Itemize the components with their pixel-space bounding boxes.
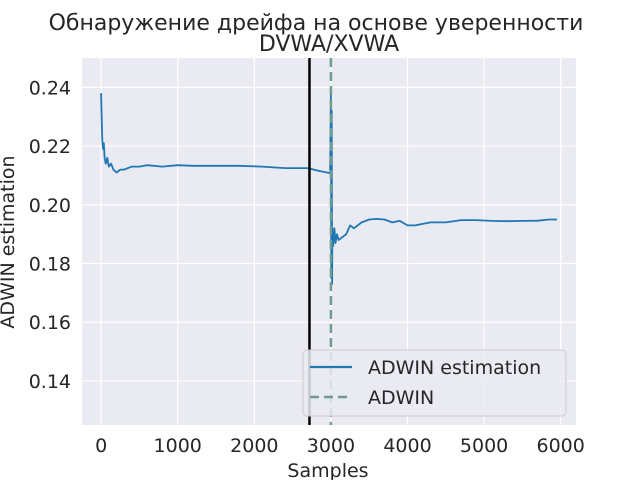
grid: [82, 58, 576, 425]
y-tick-label: 0.16: [29, 312, 71, 334]
y-tick-label: 0.14: [29, 371, 71, 393]
x-tick-label: 1000: [154, 435, 202, 457]
legend-label-estimation: ADWIN estimation: [368, 357, 541, 379]
x-tick-label: 3000: [307, 435, 355, 457]
y-tick-label: 0.24: [29, 77, 71, 99]
legend: ADWIN estimation ADWIN: [302, 349, 567, 417]
x-tick-label: 2000: [230, 435, 278, 457]
y-tick-label: 0.18: [29, 254, 71, 276]
y-tick-labels: 0.14 0.16 0.18 0.20 0.22 0.24: [29, 77, 71, 393]
legend-label-adwin: ADWIN: [368, 387, 434, 409]
x-tick-label: 4000: [383, 435, 431, 457]
y-axis-label: ADWIN estimation: [0, 155, 19, 328]
legend-box: [302, 349, 567, 417]
chart-subtitle: DVWA/XVWA: [259, 32, 399, 57]
x-tick-label: 6000: [537, 435, 585, 457]
x-axis-label: Samples: [287, 460, 368, 480]
series-line-adwin-estimation: [100, 92, 557, 285]
series-layer: [100, 92, 557, 285]
x-tick-label: 0: [95, 435, 107, 457]
x-tick-label: 5000: [460, 435, 508, 457]
y-tick-label: 0.22: [29, 136, 71, 158]
y-tick-label: 0.20: [29, 195, 71, 217]
chart-title: Обнаружение дрейфа на основе уверенности: [49, 11, 584, 36]
x-tick-labels: 0 1000 2000 3000 4000 5000 6000: [95, 435, 585, 457]
